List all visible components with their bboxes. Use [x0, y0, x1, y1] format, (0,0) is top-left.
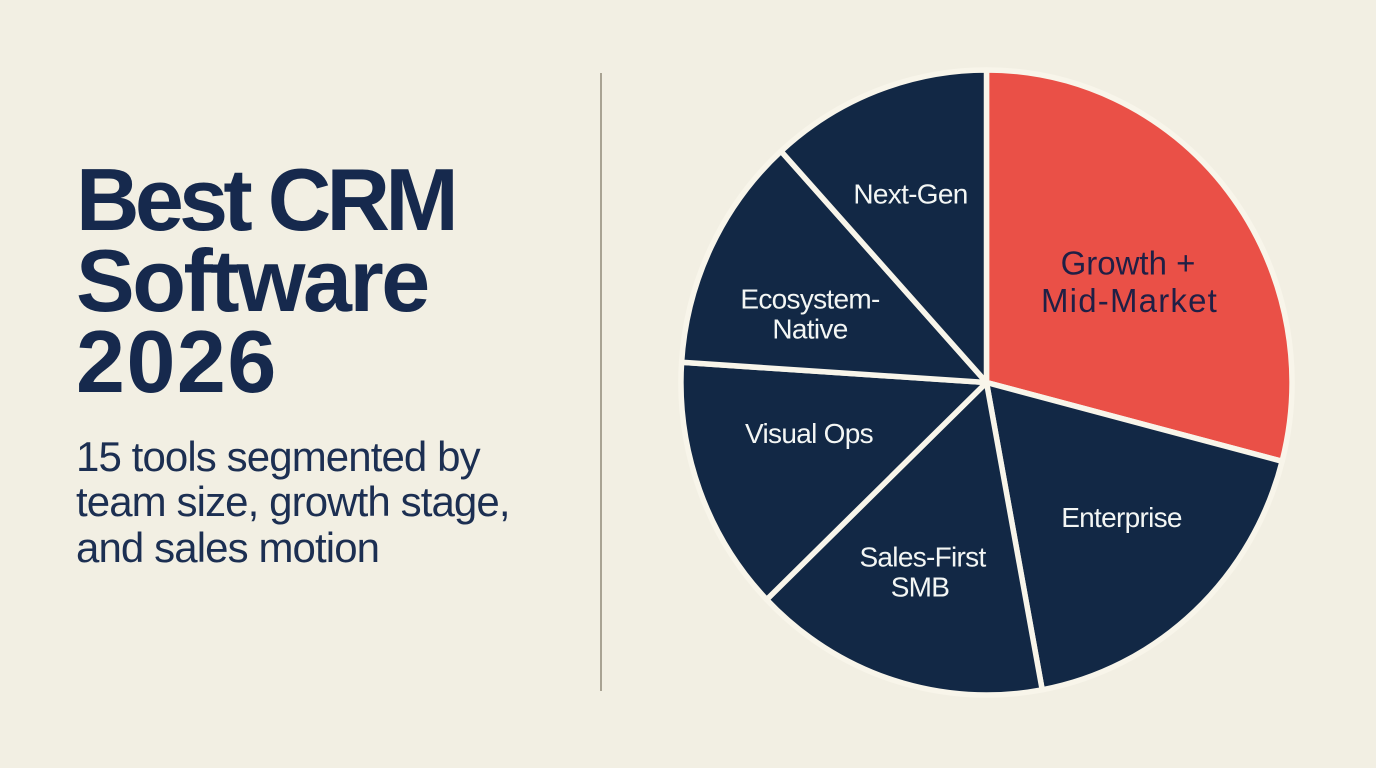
svg-text:Growth +: Growth + — [1061, 245, 1196, 282]
svg-text:Native: Native — [772, 313, 847, 344]
svg-text:Sales-First: Sales-First — [859, 542, 986, 573]
svg-text:Visual Ops: Visual Ops — [745, 418, 873, 449]
svg-text:SMB: SMB — [891, 571, 950, 602]
svg-text:Next-Gen: Next-Gen — [853, 179, 967, 210]
svg-text:Ecosystem-: Ecosystem- — [740, 284, 880, 315]
svg-text:Enterprise: Enterprise — [1061, 502, 1182, 533]
svg-text:Mid-Market: Mid-Market — [1041, 282, 1218, 319]
